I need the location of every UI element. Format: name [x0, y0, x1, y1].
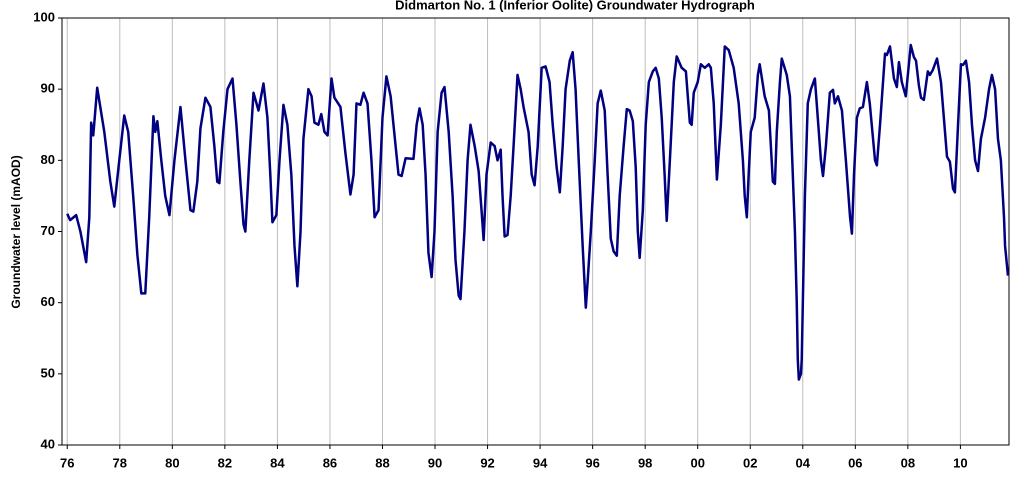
y-tick-label: 80 [41, 152, 55, 167]
x-tick-label: 06 [848, 455, 862, 470]
x-tick-label: 08 [901, 455, 915, 470]
x-tick-label: 88 [375, 455, 389, 470]
x-tick-label: 82 [218, 455, 232, 470]
y-tick-label: 90 [41, 81, 55, 96]
x-tick-label: 86 [323, 455, 337, 470]
x-tick-label: 80 [165, 455, 179, 470]
y-axis-label: Groundwater level (mAOD) [9, 155, 23, 308]
y-tick-label: 60 [41, 294, 55, 309]
x-tick-label: 10 [953, 455, 967, 470]
x-tick-label: 96 [585, 455, 599, 470]
x-tick-label: 04 [796, 455, 811, 470]
x-tick-label: 92 [480, 455, 494, 470]
y-tick-label: 100 [33, 9, 55, 24]
x-tick-label: 94 [533, 455, 548, 470]
data-line [66, 43, 1010, 381]
plot-frame [61, 17, 1010, 446]
x-tick-label: 00 [690, 455, 704, 470]
x-tick-label: 02 [743, 455, 757, 470]
x-tick-label: 98 [638, 455, 652, 470]
y-tick-label: 40 [41, 436, 55, 451]
y-tick-label: 50 [41, 365, 55, 380]
x-tick-label: 76 [60, 455, 74, 470]
chart-title: Didmarton No. 1 (Inferior Oolite) Ground… [395, 0, 755, 12]
x-tick-label: 84 [270, 455, 285, 470]
x-tick-label: 78 [113, 455, 127, 470]
x-tick-label: 90 [428, 455, 442, 470]
y-tick-label: 70 [41, 223, 55, 238]
